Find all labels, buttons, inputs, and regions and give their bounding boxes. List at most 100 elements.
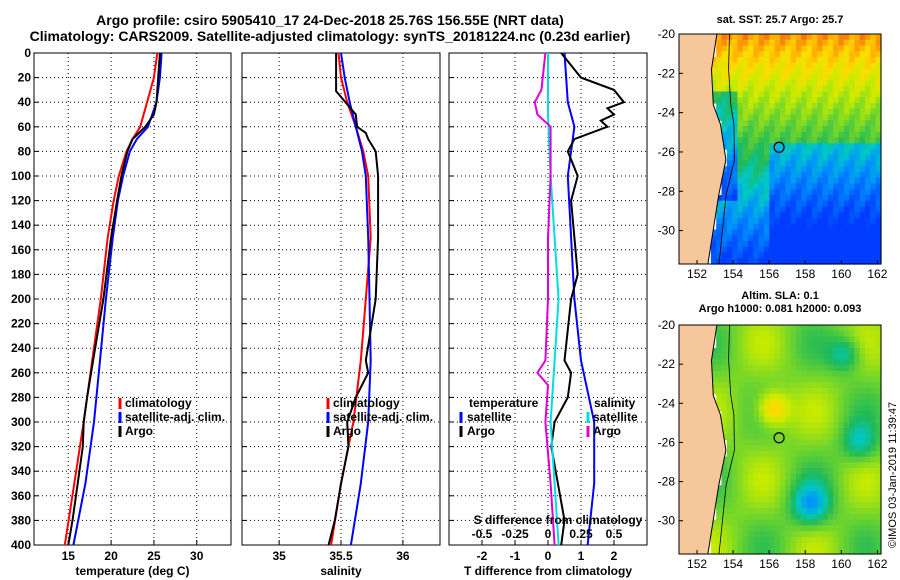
sst-map: 152 154 156 158 160 162 -20 -22 -24 -26 -28 -30: [658, 27, 888, 281]
sla-heatmap: [710, 325, 882, 555]
x-axis-label: salinity: [320, 564, 362, 578]
map-lon-label: 154: [723, 267, 743, 281]
sst-heatmap: [710, 34, 882, 265]
plot-frame: [33, 52, 232, 546]
y-tick-label: 0: [24, 46, 31, 60]
y-tick-label: 20: [18, 71, 32, 85]
map-lon-label: 158: [795, 267, 815, 281]
legend-label: satellite: [467, 410, 512, 424]
argo-float-marker: [773, 141, 785, 153]
y-tick-label: 80: [18, 144, 32, 158]
y-tick-label: 200: [11, 292, 31, 306]
map-lon-label: 160: [831, 557, 851, 571]
map-lat-label: -22: [658, 357, 676, 371]
series-argo: [67, 52, 161, 546]
x2-tick-label: 0.5: [606, 527, 623, 541]
series-s-satellite: [547, 53, 560, 546]
legend-label: Argo: [593, 424, 621, 438]
legend-label: salinity: [594, 396, 636, 410]
map-lat-label: -28: [658, 184, 676, 198]
legend-label: temperature: [469, 396, 539, 410]
x-tick-label: 2: [611, 549, 618, 563]
series-t-satellite: [563, 52, 596, 546]
series-t-argo: [550, 52, 626, 546]
map-lon-label: 158: [795, 557, 815, 571]
y-tick-label: 220: [11, 317, 31, 331]
x-tick-label: 35.5: [329, 549, 353, 563]
legend-label: Argo: [125, 424, 153, 438]
map-lat-label: -26: [658, 435, 676, 449]
map-lat-label: -30: [658, 224, 676, 238]
chart-panel-2: 35 35.5 36 salinity climatologysatellite-adj…: [241, 52, 441, 578]
y-tick-label: 60: [18, 120, 32, 134]
map-lat-label: -28: [658, 475, 676, 489]
map-lon-label: 152: [687, 557, 707, 571]
y-tick-label: 360: [11, 489, 31, 503]
sst-map-title: sat. SST: 25.7 Argo: 25.7: [716, 14, 844, 26]
y-tick-label: 40: [18, 95, 32, 109]
map-lat-label: -26: [658, 145, 676, 159]
map-lon-label: 154: [723, 557, 743, 571]
y-tick-label: 400: [11, 538, 31, 552]
x-tick-label: 15: [62, 549, 76, 563]
legend-label: Argo: [467, 424, 495, 438]
chart-panel-3: -2 -1 0 1 2T difference from climatology temp…: [448, 52, 648, 578]
map-lat-label: -20: [658, 27, 676, 41]
y-tick-label: 300: [11, 415, 31, 429]
x-tick-label: 20: [104, 549, 118, 563]
x2-tick-label: -0.25: [501, 527, 529, 541]
chart-panel-1: 15 20 25 3002040608010012014016018020022024…: [11, 46, 232, 578]
depth-contour: [718, 324, 735, 555]
map-lat-label: -24: [658, 396, 676, 410]
map-lat-label: -24: [658, 106, 676, 120]
map-lat-label: -30: [658, 514, 676, 528]
legend-label: satellite: [593, 410, 638, 424]
x2-tick-label: -0.5: [472, 527, 493, 541]
series-argo: [327, 53, 380, 546]
figure-title-line1: Argo profile: csiro 5905410_17 24-Dec-20…: [96, 12, 564, 28]
map-frame: [678, 33, 882, 265]
x2-axis-label: S difference from climatology: [474, 513, 643, 527]
legend-label: satellite-adj. clim.: [125, 410, 225, 424]
legend-label: satellite-adj. clim.: [333, 410, 433, 424]
y-tick-label: 140: [11, 218, 31, 232]
map-lon-label: 152: [687, 267, 707, 281]
map-lon-label: 156: [759, 267, 779, 281]
y-tick-label: 100: [11, 169, 31, 183]
x-tick-label: 30: [190, 549, 204, 563]
map-lon-label: 156: [759, 557, 779, 571]
x-tick-label: -1: [510, 549, 521, 563]
series-climatology: [330, 52, 372, 546]
argo-float-marker: [773, 432, 785, 444]
sla-map-title-1: Altim. SLA: 0.1: [741, 290, 819, 302]
x2-tick-label: 0.25: [569, 527, 593, 541]
map-lat-label: -20: [658, 318, 676, 332]
figure-title-line2: Climatology: CARS2009. Satellite-adjuste…: [29, 28, 631, 44]
y-tick-label: 320: [11, 440, 31, 454]
sla-map: 152 154 156 158 160 162 -20 -22 -24 -26 -28 -30: [658, 318, 888, 571]
sla-map-title-2: Argo h1000: 0.081 h2000: 0.093: [698, 303, 862, 315]
x-axis-label: T difference from climatology: [464, 564, 632, 578]
x-tick-label: 0: [545, 549, 552, 563]
map-frame: [678, 324, 882, 555]
map-lat-label: -22: [658, 66, 676, 80]
legend-label: climatology: [125, 396, 192, 410]
y-tick-label: 260: [11, 366, 31, 380]
legend-label: climatology: [333, 396, 400, 410]
series-s-argo: [533, 52, 556, 546]
x-tick-label: 25: [147, 549, 161, 563]
y-tick-label: 380: [11, 513, 31, 527]
map-lon-label: 162: [867, 267, 887, 281]
x-tick-label: 36: [396, 549, 410, 563]
depth-contour: [718, 33, 735, 265]
y-tick-label: 340: [11, 464, 31, 478]
x-axis-label: temperature (deg C): [75, 564, 189, 578]
y-tick-label: 180: [11, 267, 31, 281]
x-tick-label: 35: [272, 549, 286, 563]
y-tick-label: 240: [11, 341, 31, 355]
x-tick-label: -2: [477, 549, 488, 563]
series-satellite-adj-clim-: [340, 52, 372, 546]
map-lon-label: 160: [831, 267, 851, 281]
